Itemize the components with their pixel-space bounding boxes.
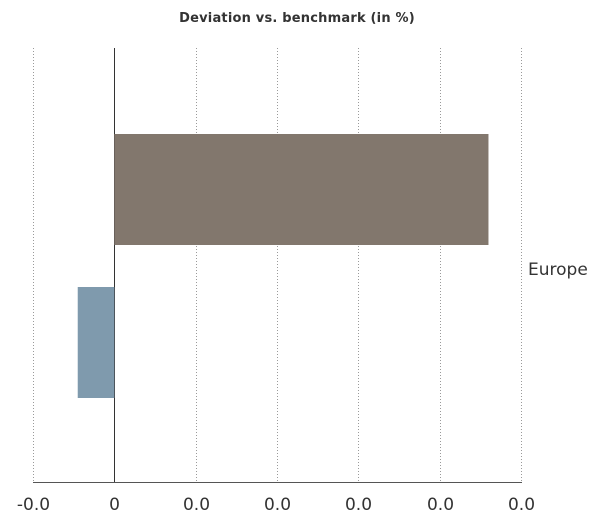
x-tick-label: 0.0 bbox=[427, 495, 454, 513]
x-tick-label: 0.0 bbox=[183, 495, 210, 513]
category-label: Europe bbox=[528, 260, 588, 280]
bar-series-2 bbox=[77, 287, 115, 398]
x-tick-label: 0 bbox=[109, 495, 120, 513]
x-tick-label: 0.0 bbox=[345, 495, 372, 513]
x-tick-label: 0.0 bbox=[264, 495, 291, 513]
bar-series-1 bbox=[114, 134, 489, 245]
chart-title: Deviation vs. benchmark (in %) bbox=[179, 11, 415, 26]
x-tick-label: -0.0 bbox=[17, 495, 50, 513]
x-tick-label: 0.0 bbox=[508, 495, 535, 513]
